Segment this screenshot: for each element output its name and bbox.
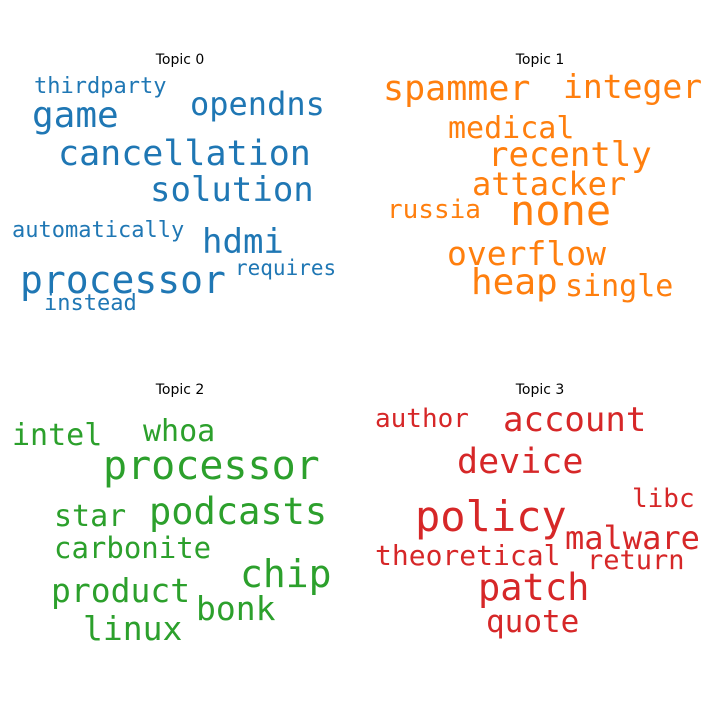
- topic-3-word: account: [503, 400, 647, 440]
- topic-3-word: theoretical: [375, 539, 561, 572]
- topic-3-word: quote: [486, 604, 580, 640]
- topic-0-word: cancellation: [58, 134, 311, 174]
- topic-0-word: opendns: [190, 85, 325, 123]
- topic-3-word: malware: [565, 519, 700, 557]
- topic-2-word: processor: [103, 443, 320, 489]
- topic-0-word: hdmi: [202, 222, 284, 262]
- topic-0-word: instead: [44, 291, 137, 316]
- topic-1-title: Topic 1: [515, 52, 565, 68]
- topic-1-panel: Topic 1 spammer integer medical recently…: [360, 0, 720, 360]
- topic-1-word: spammer: [383, 69, 531, 109]
- topic-2-word: chip: [240, 552, 332, 596]
- topic-1-word: single: [565, 269, 674, 304]
- topic-3-panel: Topic 3 author account device libc polic…: [360, 330, 720, 690]
- topic-3-title: Topic 3: [515, 382, 565, 398]
- topic-3-word: author: [375, 404, 469, 434]
- topic-2-word: whoa: [143, 414, 216, 449]
- topic-0-word: processor: [20, 258, 226, 302]
- topic-2-word: star: [54, 499, 127, 534]
- topic-3-word: policy: [415, 492, 567, 541]
- topic-2-panel: Topic 2 intel whoa processor star podcas…: [0, 330, 360, 690]
- topic-2-word: intel: [12, 418, 103, 453]
- topic-0-word: requires: [235, 256, 337, 280]
- topic-1-word: overflow: [447, 234, 606, 273]
- topic-1-word: none: [510, 186, 612, 235]
- topic-0-word: solution: [150, 170, 314, 210]
- topic-0-panel: Topic 0 thirdparty game opendns cancella…: [0, 0, 360, 360]
- topic-1-word: integer: [563, 67, 703, 106]
- topic-1-word: attacker: [472, 165, 627, 203]
- topic-0-word: automatically: [12, 218, 185, 243]
- topic-3-word: device: [457, 442, 584, 482]
- topic-1-word: heap: [471, 262, 558, 303]
- topic-1-word: medical: [448, 111, 575, 146]
- topic-0-word: thirdparty: [34, 74, 167, 99]
- topic-1-word: recently: [488, 135, 652, 175]
- topic-2-word: linux: [83, 609, 183, 648]
- topic-2-word: product: [51, 571, 191, 610]
- topic-0-word: game: [32, 95, 119, 136]
- topic-2-word: podcasts: [149, 490, 328, 533]
- topic-3-word: return: [587, 545, 685, 576]
- topic-2-title: Topic 2: [155, 382, 205, 398]
- topic-3-word: libc: [632, 484, 695, 514]
- topic-2-word: carbonite: [54, 531, 212, 565]
- topic-1-word: russia: [387, 195, 481, 225]
- topic-3-word: patch: [478, 566, 590, 609]
- topic-0-title: Topic 0: [155, 52, 205, 68]
- topic-2-word: bonk: [196, 589, 276, 628]
